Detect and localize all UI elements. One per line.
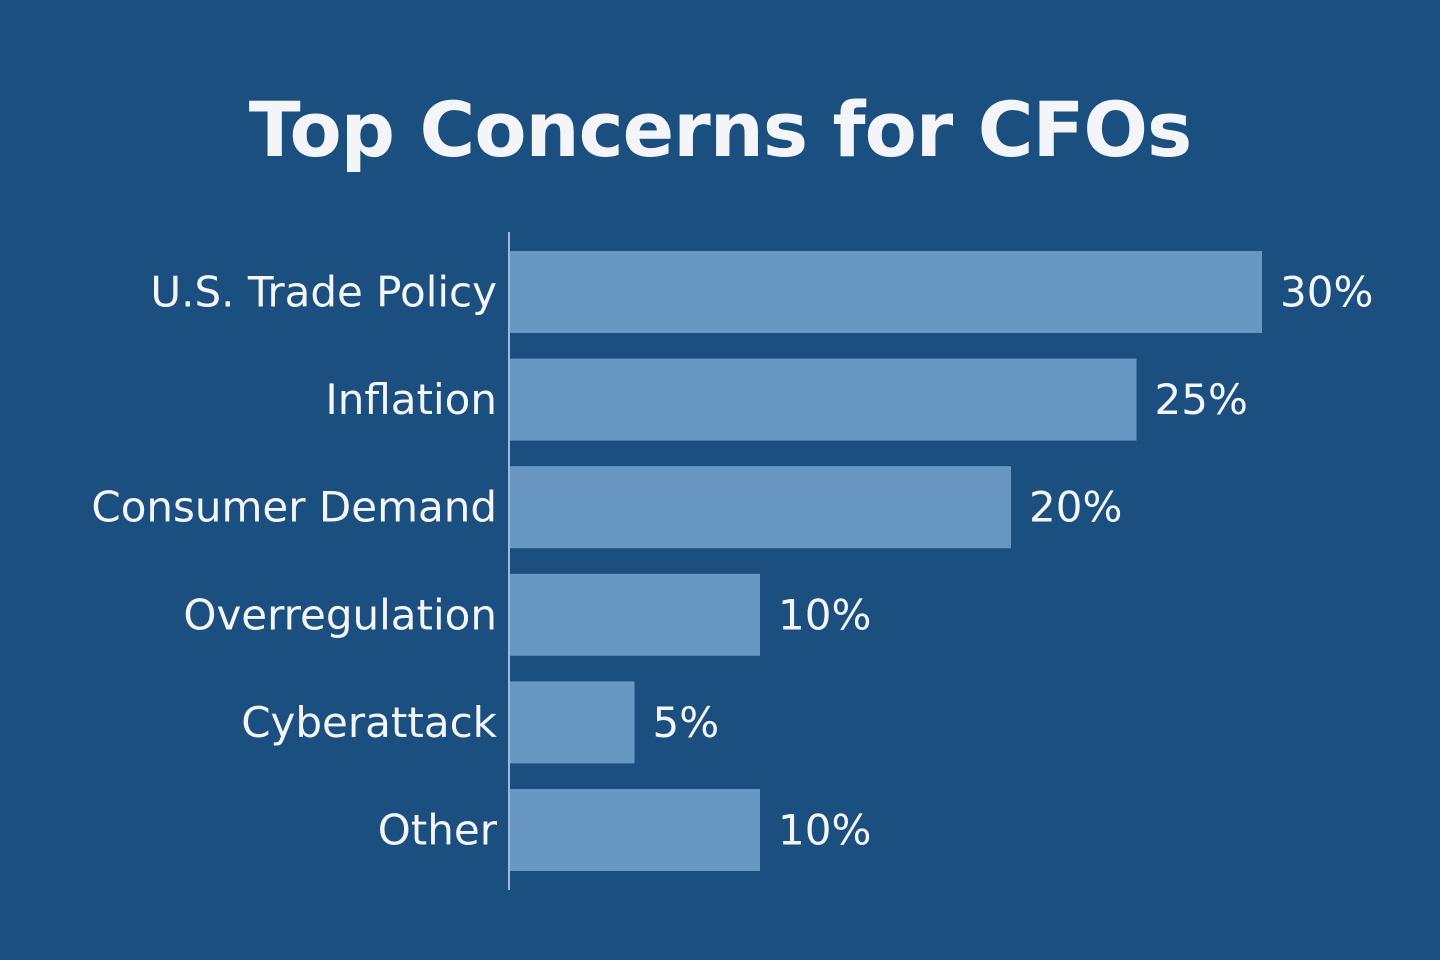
bar-5 <box>509 789 760 871</box>
category-label-0: U.S. Trade Policy <box>150 268 497 317</box>
bar-2 <box>509 466 1011 549</box>
bar-0 <box>509 251 1262 333</box>
chart-title: Top Concerns for CFOs <box>248 85 1193 174</box>
value-label-0: 30% <box>1280 268 1373 317</box>
value-label-2: 20% <box>1029 483 1122 532</box>
value-label-5: 10% <box>778 806 871 855</box>
bars-layer <box>509 251 1262 871</box>
labels-layer: U.S. Trade Policy 30% Inflation 25% Consumer… <box>91 268 1373 855</box>
value-label-3: 10% <box>778 590 871 639</box>
category-label-5: Other <box>378 806 498 855</box>
category-label-2: Consumer Demand <box>91 483 497 532</box>
value-label-4: 5% <box>653 698 720 747</box>
category-label-3: Overregulation <box>183 590 497 639</box>
value-label-1: 25% <box>1155 375 1248 424</box>
bar-1 <box>509 358 1137 441</box>
bar-3 <box>509 573 760 656</box>
bar-4 <box>509 681 635 764</box>
category-label-4: Cyberattack <box>241 698 497 747</box>
category-label-1: Inflation <box>325 375 497 424</box>
